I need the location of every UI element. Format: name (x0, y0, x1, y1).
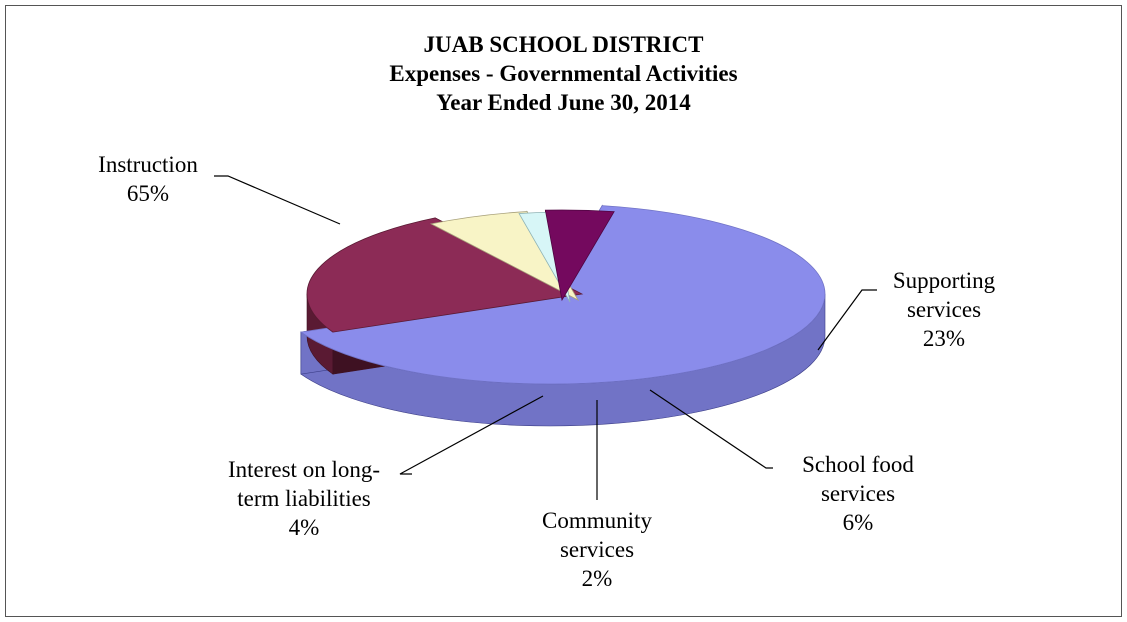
pie-slice-interest-on-long-term-liabilities (544, 209, 615, 302)
data-label-value-supporting-services: 23% (923, 326, 965, 351)
leader-line-instruction (214, 175, 341, 225)
chart-title-line-2: Expenses - Governmental Activities (389, 61, 738, 86)
leader-line-interest-on-long-term-liabilities (399, 395, 544, 475)
data-label-name-community-services: services (560, 537, 634, 562)
data-label-name-school-food-services: services (821, 481, 895, 506)
data-label-supporting-services: Supporting services 23% (893, 268, 996, 351)
data-label-value-community-services: 2% (582, 566, 613, 591)
data-label-name-interest-on-long-term-liabilities: Interest on long- (228, 457, 380, 482)
data-label-interest-on-long-term-liabilities: Interest on long-term liabilities 4% (228, 457, 380, 540)
data-label-name-supporting-services: services (907, 297, 981, 322)
data-label-name-interest-on-long-term-liabilities: term liabilities (237, 486, 371, 511)
leader-line-school-food-services (649, 389, 773, 469)
data-label-value-school-food-services: 6% (843, 510, 874, 535)
leader-line-supporting-services (817, 289, 877, 351)
chart-title-line-3: Year Ended June 30, 2014 (436, 90, 691, 115)
pie-slice-supporting-services (306, 217, 584, 333)
chart-title-line-1: JUAB SCHOOL DISTRICT (423, 32, 704, 57)
data-label-name-supporting-services: Supporting (893, 268, 996, 293)
data-label-name-school-food-services: School food (802, 452, 914, 477)
data-label-value-interest-on-long-term-liabilities: 4% (289, 515, 320, 540)
pie-slice-school-food-services (429, 211, 580, 301)
data-label-community-services: Community services 2% (542, 508, 652, 591)
data-label-name-instruction: Instruction (98, 152, 198, 177)
chart-title: JUAB SCHOOL DISTRICT Expenses - Governme… (0, 30, 1127, 117)
data-label-name-community-services: Community (542, 508, 652, 533)
data-label-instruction: Instruction 65% (98, 152, 198, 206)
data-label-value-instruction: 65% (127, 181, 169, 206)
data-label-school-food-services: School food services 6% (802, 452, 914, 535)
